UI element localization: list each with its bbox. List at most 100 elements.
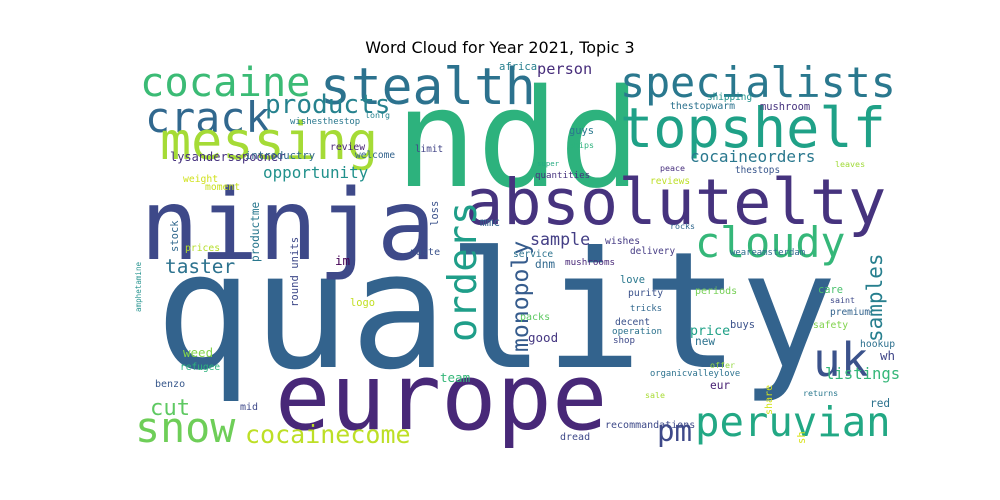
word-rocks: rocks <box>670 221 696 231</box>
word-im: im <box>335 253 351 268</box>
word-wh: wh <box>880 348 896 363</box>
word-cocainecome: cocainecome <box>245 420 411 449</box>
word-new: new <box>695 335 716 348</box>
word-listings: listings <box>825 365 901 383</box>
word-love: love <box>620 274 646 286</box>
word-buys: buys <box>730 319 756 331</box>
word-peace: peace <box>660 163 686 173</box>
word-delivery: delivery <box>630 246 676 257</box>
word-person: person <box>537 60 593 78</box>
word-purity: purity <box>628 288 664 299</box>
word-pm: pm <box>657 414 693 448</box>
word-crack: crack <box>145 93 271 142</box>
word-amphetamine: amphetamine <box>134 261 143 312</box>
word-orders: orders <box>441 201 486 342</box>
word-mid: mid <box>240 402 259 413</box>
word-benzo: benzo <box>155 379 186 390</box>
chart-title: Word Cloud for Year 2021, Topic 3 <box>365 38 635 57</box>
word-share: share <box>764 384 775 415</box>
word-red: red <box>870 397 891 410</box>
word-hookup: hookup <box>860 339 896 350</box>
word-decent: decent <box>615 317 651 328</box>
word-moment: moment <box>205 182 241 193</box>
word-lysandersspooner: lysandersspooner <box>170 150 286 164</box>
word-quantities: quantities <box>535 170 591 181</box>
word-peruvian: peruvian <box>695 398 891 446</box>
word-offer: offer <box>710 360 736 370</box>
word-dnm: dnm <box>535 258 556 271</box>
word-stealth: stealth <box>320 57 536 117</box>
word-snow: snow <box>135 403 236 452</box>
word-weed: weed <box>183 345 214 360</box>
word-europe: europe <box>275 344 608 451</box>
word-shipping: shipping <box>707 92 753 103</box>
word-opportunity: opportunity <box>263 163 369 182</box>
word-cocaineorders: cocaineorders <box>690 147 816 166</box>
word-sh: sh <box>796 431 808 444</box>
word-saint: saint <box>830 295 856 305</box>
word-ninja: ninja <box>140 169 436 283</box>
word-tricks: tricks <box>630 304 663 314</box>
word-productme: productme <box>249 201 262 262</box>
word-prices: prices <box>185 243 221 254</box>
word-welcome: welcome <box>355 150 396 161</box>
word-sale: sale <box>645 390 666 400</box>
word-weight: weight <box>183 174 219 185</box>
word-thestops: thestops <box>735 165 781 176</box>
word-logo: logo <box>350 297 376 309</box>
word-shop: shop <box>613 335 636 346</box>
word-review: review <box>330 142 366 153</box>
word-dread: dread <box>560 432 591 443</box>
word-good: good <box>528 330 559 345</box>
word-service: service <box>513 249 554 260</box>
word-team: team <box>440 370 471 385</box>
word-packs: packs <box>520 312 551 323</box>
word-specialists: specialists <box>620 58 896 107</box>
word-absolutelty: absolutelty <box>465 166 887 240</box>
word-paste: paste <box>410 247 441 258</box>
word-leaves: leaves <box>835 159 866 169</box>
word-guys: guys <box>569 125 595 137</box>
word-recommandations: recommandations <box>605 420 696 431</box>
word-returns: returns <box>803 388 839 398</box>
word-periods: periods <box>695 286 738 297</box>
word-safety: safety <box>813 320 849 331</box>
word-uk: uk <box>813 333 869 387</box>
word-ships: ships <box>569 140 595 150</box>
word-mushroom: mushroom <box>760 101 811 113</box>
word-super: super <box>537 159 560 168</box>
word-quality: quality <box>155 218 838 406</box>
word-mmc: mmc <box>480 216 501 229</box>
word-premium: premium <box>830 307 871 318</box>
word-weareamsterdam: weareamsterdam <box>730 248 806 258</box>
word-sample: sample <box>530 230 591 249</box>
word-eur: eur <box>710 379 731 392</box>
word-organicvalleylove: organicvalleylove <box>650 369 741 379</box>
word-cut: cut <box>150 395 191 421</box>
word-cloudy: cloudy <box>695 218 846 267</box>
word-cocaine: cocaine <box>140 58 311 106</box>
word-price: price <box>690 324 731 339</box>
word-operation: operation <box>612 326 663 337</box>
word-africa: africa <box>499 61 538 73</box>
word-reviews: reviews <box>650 176 691 187</box>
word-limit: limit <box>415 144 444 155</box>
word-cloud: quality ndd europe ninja absolutelty topshelf… <box>125 57 901 452</box>
word-lonfg: lonfg <box>365 110 391 120</box>
word-refugee: refugee <box>180 362 221 373</box>
word-stock: stock <box>169 220 181 252</box>
word-wishes: wishes <box>605 236 641 247</box>
word-samples: samples <box>863 253 887 342</box>
word-taster: taster <box>165 255 236 278</box>
word-topshelf: topshelf <box>620 97 886 161</box>
word-loss: loss <box>429 200 441 226</box>
word-round-units: round units <box>289 236 301 307</box>
word-ndd: ndd <box>395 61 641 219</box>
word-messing: messing <box>160 112 379 172</box>
word-wishesthestop: wishesthestop <box>290 117 361 127</box>
word-care: care <box>818 284 844 296</box>
word-introductry: introductry <box>245 150 316 162</box>
word-mushrooms: mushrooms <box>565 257 616 268</box>
word-thestopwarm: thestopwarm <box>670 101 736 112</box>
word-products: products <box>265 90 391 120</box>
